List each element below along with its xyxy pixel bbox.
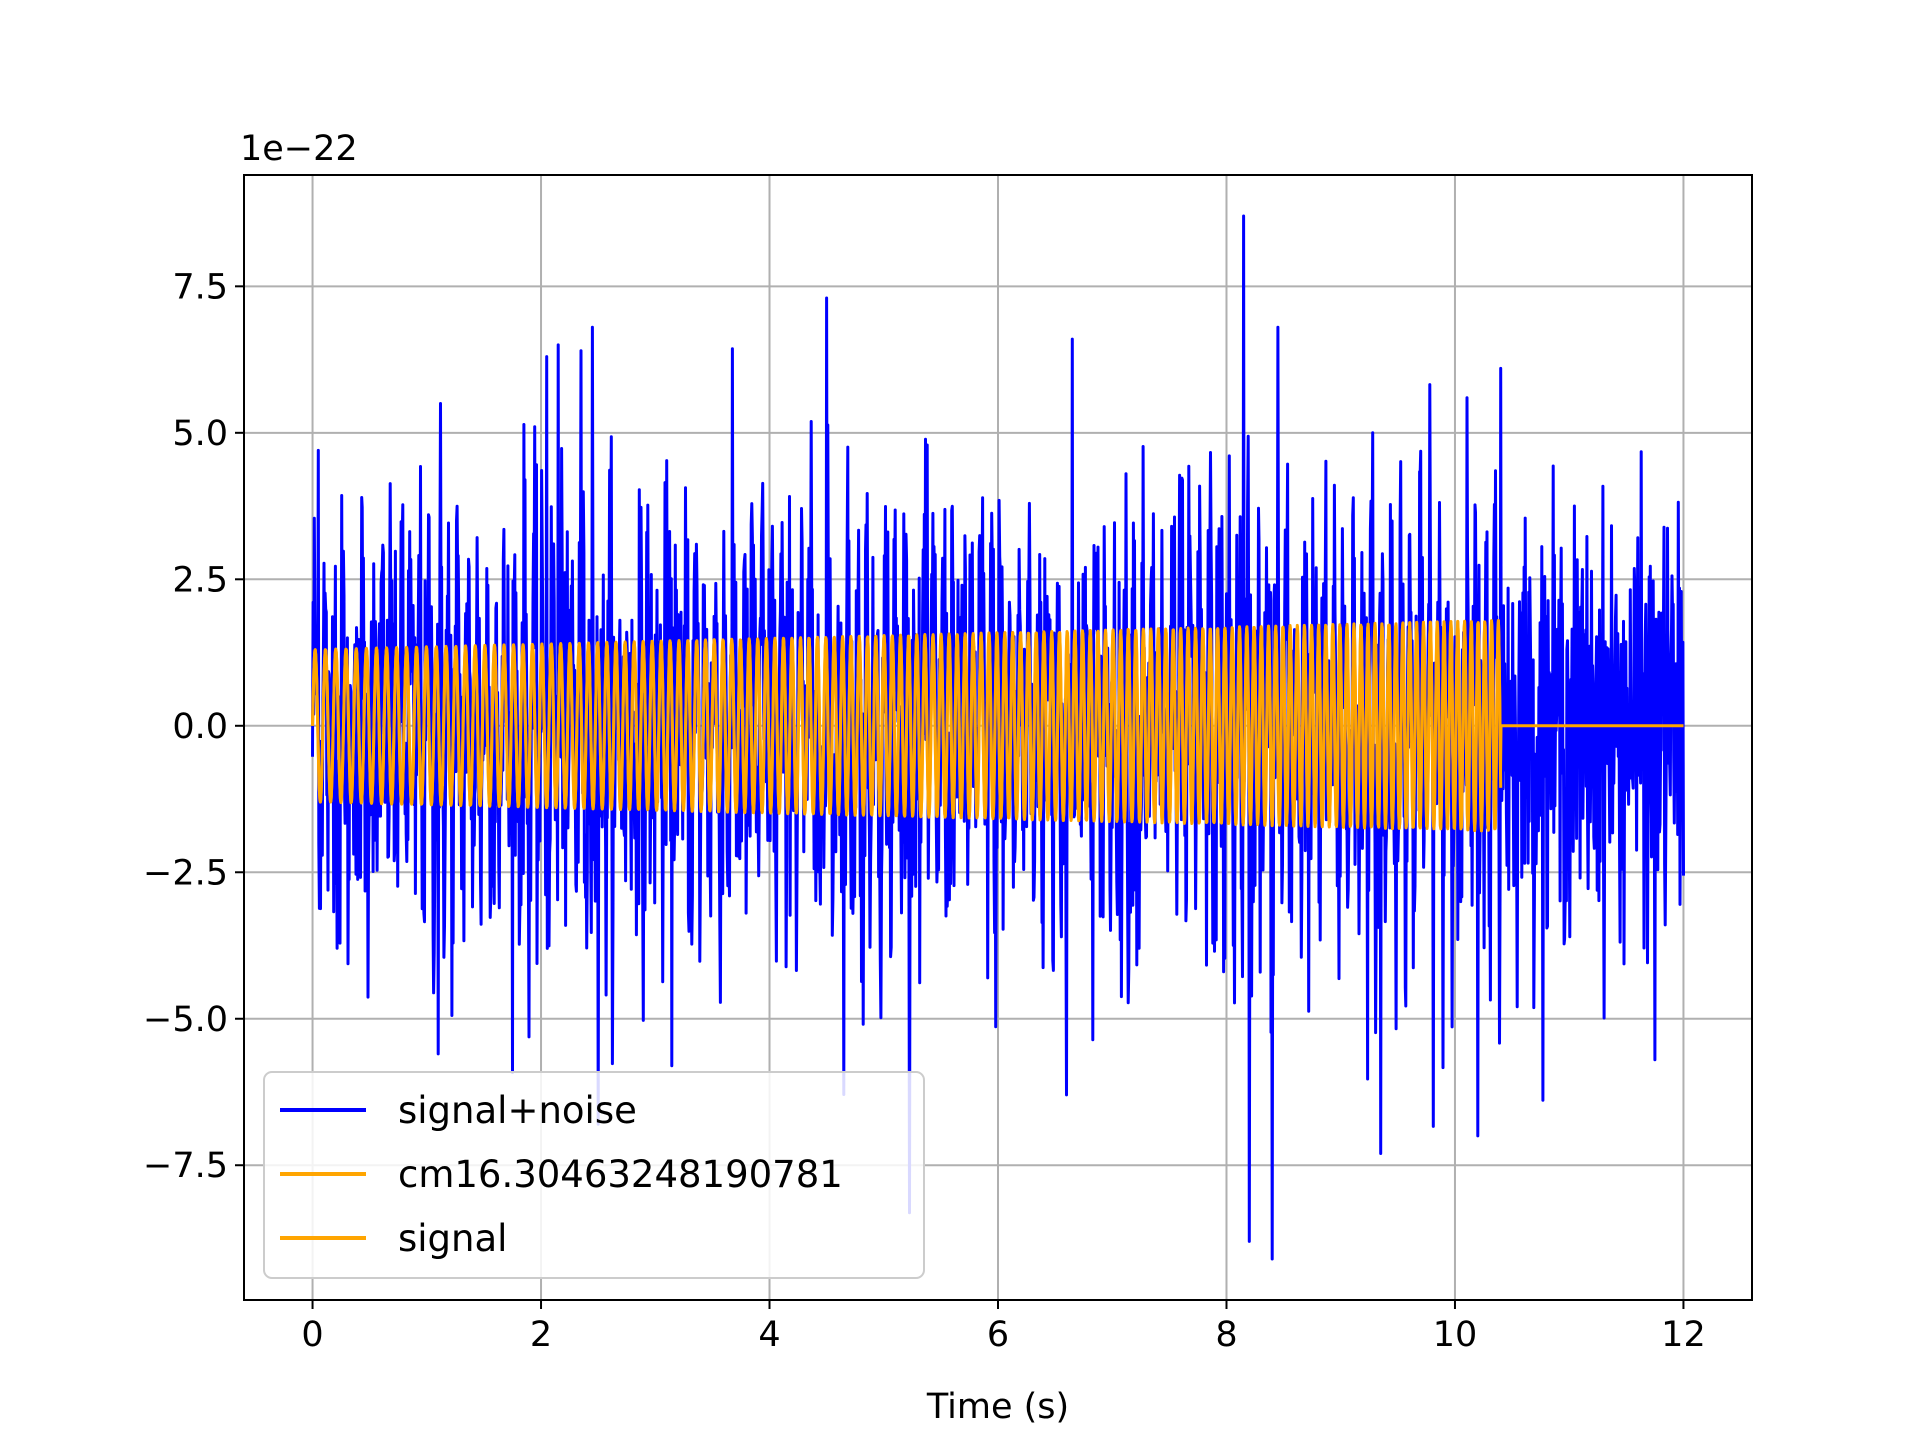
- legend: signal+noise cm16.30463248190781 signal: [263, 1071, 925, 1279]
- x-tick-label: 2: [530, 1315, 552, 1355]
- tick-layer: 0 2 4 6 8 10 12 −7.5 −5.0 −2.5 0.0 2.5 5.0 7.5: [143, 267, 1706, 1355]
- legend-box: [263, 1071, 925, 1279]
- y-tick-label: 5.0: [172, 414, 228, 454]
- legend-label: signal+noise: [398, 1089, 637, 1132]
- y-tick-label: −2.5: [143, 853, 228, 893]
- legend-label: signal: [398, 1217, 507, 1260]
- series-signal-line: [311, 619, 1685, 833]
- x-tick-label: 4: [758, 1315, 780, 1355]
- x-tick-label: 10: [1433, 1315, 1478, 1355]
- y-tick-label: 7.5: [172, 267, 228, 307]
- x-tick-label: 8: [1215, 1315, 1237, 1355]
- series-signal-noise-line: [311, 214, 1685, 1261]
- y-tick-label: −5.0: [143, 1000, 228, 1040]
- x-tick-label: 12: [1661, 1315, 1706, 1355]
- series-layer: [311, 214, 1685, 1261]
- legend-label: cm16.30463248190781: [398, 1153, 843, 1196]
- y-tick-label: 2.5: [172, 560, 228, 600]
- y-tick-label: 0.0: [172, 707, 228, 747]
- x-axis-label: Time (s): [926, 1387, 1069, 1427]
- y-axis-offset-text: 1e−22: [240, 129, 358, 169]
- y-tick-label: −7.5: [143, 1146, 228, 1186]
- x-tick-label: 6: [987, 1315, 1009, 1355]
- x-tick-label: 0: [301, 1315, 323, 1355]
